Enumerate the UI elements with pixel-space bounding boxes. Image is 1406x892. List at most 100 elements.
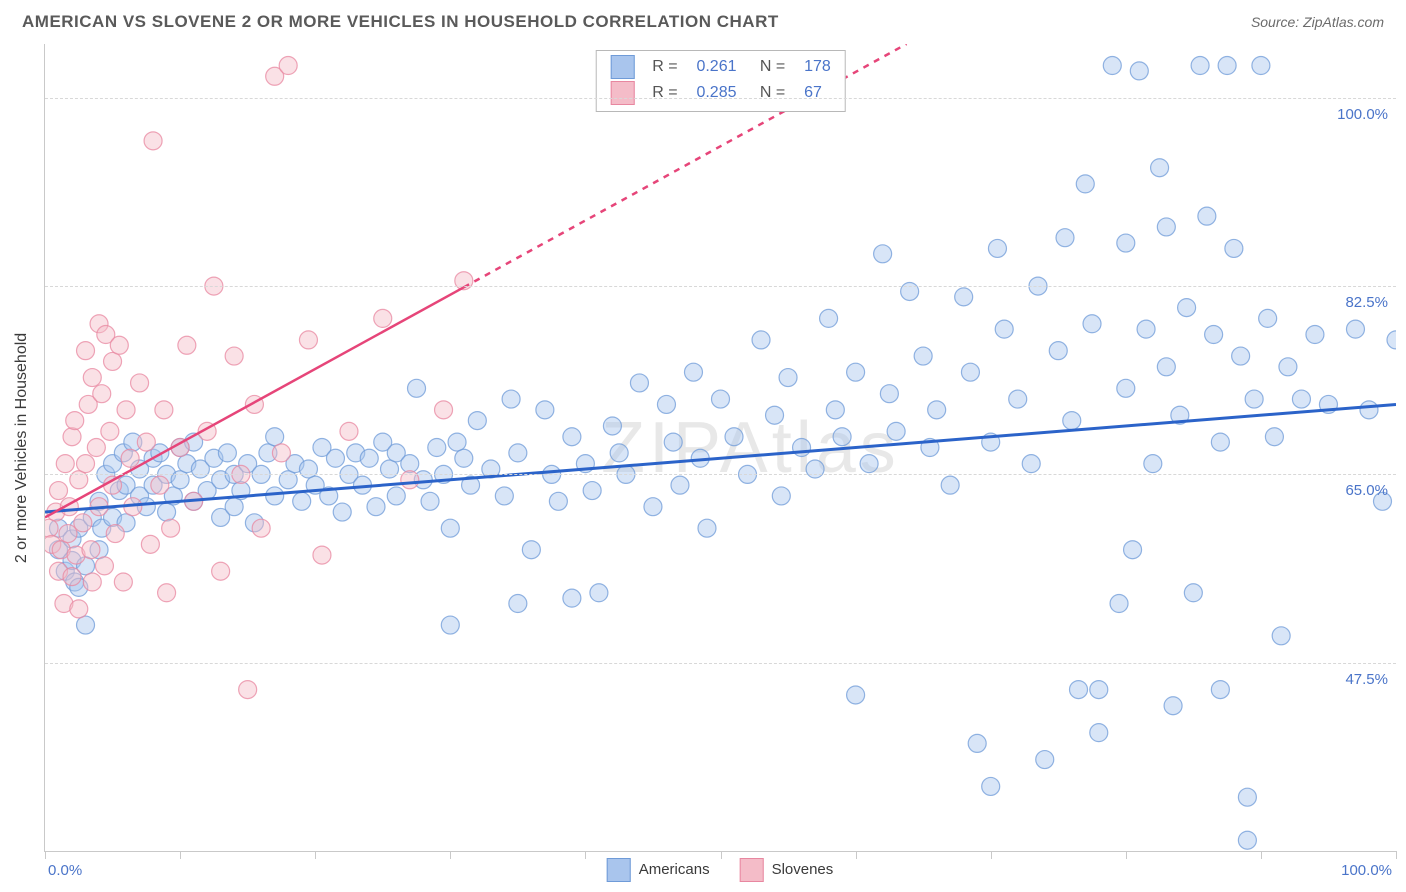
data-point bbox=[671, 476, 689, 494]
x-axis-max-label: 100.0% bbox=[1341, 862, 1392, 879]
data-point bbox=[93, 385, 111, 403]
data-point bbox=[77, 342, 95, 360]
data-point bbox=[313, 546, 331, 564]
legend-n-label: N = bbox=[747, 58, 795, 76]
data-point bbox=[333, 503, 351, 521]
legend-item: Americans bbox=[607, 858, 710, 882]
data-point bbox=[110, 336, 128, 354]
data-point bbox=[1056, 229, 1074, 247]
data-point bbox=[360, 449, 378, 467]
data-point bbox=[549, 492, 567, 510]
data-point bbox=[218, 444, 236, 462]
legend-row: R = 0.261 N = 178 bbox=[610, 55, 831, 79]
data-point bbox=[212, 562, 230, 580]
data-point bbox=[1036, 751, 1054, 769]
data-point bbox=[114, 573, 132, 591]
gridline bbox=[45, 286, 1396, 287]
data-point bbox=[941, 476, 959, 494]
data-point bbox=[87, 439, 105, 457]
data-point bbox=[1238, 831, 1256, 849]
data-point bbox=[1292, 390, 1310, 408]
legend-r-label: R = bbox=[652, 84, 686, 102]
data-point bbox=[158, 584, 176, 602]
data-point bbox=[725, 428, 743, 446]
data-point bbox=[83, 369, 101, 387]
data-point bbox=[63, 568, 81, 586]
data-point bbox=[158, 503, 176, 521]
data-point bbox=[887, 422, 905, 440]
y-axis-label: 2 or more Vehicles in Household bbox=[13, 333, 31, 563]
y-axis-label-container: 2 or more Vehicles in Household bbox=[0, 44, 44, 852]
data-point bbox=[408, 379, 426, 397]
data-point bbox=[1124, 541, 1142, 559]
y-tick-label: 47.5% bbox=[1345, 671, 1388, 688]
data-point bbox=[374, 309, 392, 327]
data-point bbox=[387, 487, 405, 505]
data-point bbox=[162, 519, 180, 537]
data-point bbox=[563, 428, 581, 446]
data-point bbox=[455, 449, 473, 467]
data-point bbox=[1130, 62, 1148, 80]
data-point bbox=[428, 439, 446, 457]
data-point bbox=[70, 600, 88, 618]
data-point bbox=[155, 401, 173, 419]
data-point bbox=[266, 428, 284, 446]
data-point bbox=[826, 401, 844, 419]
data-point bbox=[779, 369, 797, 387]
data-point bbox=[988, 239, 1006, 257]
data-point bbox=[603, 417, 621, 435]
data-point bbox=[1245, 390, 1263, 408]
data-point bbox=[468, 412, 486, 430]
data-point bbox=[1252, 57, 1270, 75]
data-point bbox=[82, 541, 100, 559]
data-point bbox=[766, 406, 784, 424]
chart-header: AMERICAN VS SLOVENE 2 OR MORE VEHICLES I… bbox=[0, 0, 1406, 44]
data-point bbox=[712, 390, 730, 408]
data-point bbox=[448, 433, 466, 451]
data-point bbox=[880, 385, 898, 403]
data-point bbox=[225, 347, 243, 365]
gridline bbox=[45, 663, 1396, 664]
data-point bbox=[74, 514, 92, 532]
legend-label: Slovenes bbox=[772, 861, 834, 878]
data-point bbox=[583, 482, 601, 500]
data-point bbox=[752, 331, 770, 349]
data-point bbox=[279, 57, 297, 75]
data-point bbox=[1211, 433, 1229, 451]
data-point bbox=[131, 374, 149, 392]
data-point bbox=[1049, 342, 1067, 360]
data-point bbox=[106, 525, 124, 543]
data-point bbox=[1225, 239, 1243, 257]
data-point bbox=[1157, 218, 1175, 236]
data-point bbox=[847, 363, 865, 381]
data-point bbox=[664, 433, 682, 451]
data-point bbox=[772, 487, 790, 505]
data-point bbox=[644, 498, 662, 516]
scatter-plot-area: ZIPAtlas R = 0.261 N = 178R = 0.285 N = … bbox=[44, 44, 1396, 852]
x-tick bbox=[1396, 851, 1397, 859]
data-point bbox=[1022, 455, 1040, 473]
data-point bbox=[1063, 412, 1081, 430]
data-point bbox=[63, 428, 81, 446]
data-point bbox=[151, 476, 169, 494]
data-point bbox=[1346, 320, 1364, 338]
data-point bbox=[1265, 428, 1283, 446]
chart-source: Source: ZipAtlas.com bbox=[1251, 14, 1384, 30]
data-point bbox=[121, 449, 139, 467]
chart-footer: 0.0% 100.0% AmericansSlovenes bbox=[44, 852, 1396, 892]
data-point bbox=[1090, 681, 1108, 699]
data-point bbox=[1178, 299, 1196, 317]
legend-swatch bbox=[607, 858, 631, 882]
data-point bbox=[820, 309, 838, 327]
data-point bbox=[590, 584, 608, 602]
data-point bbox=[1151, 159, 1169, 177]
data-point bbox=[77, 616, 95, 634]
scatter-plot-svg bbox=[45, 44, 1396, 851]
data-point bbox=[1360, 401, 1378, 419]
data-point bbox=[1164, 697, 1182, 715]
data-point bbox=[326, 449, 344, 467]
data-point bbox=[982, 777, 1000, 795]
data-point bbox=[239, 681, 257, 699]
data-point bbox=[1110, 595, 1128, 613]
data-point bbox=[225, 498, 243, 516]
